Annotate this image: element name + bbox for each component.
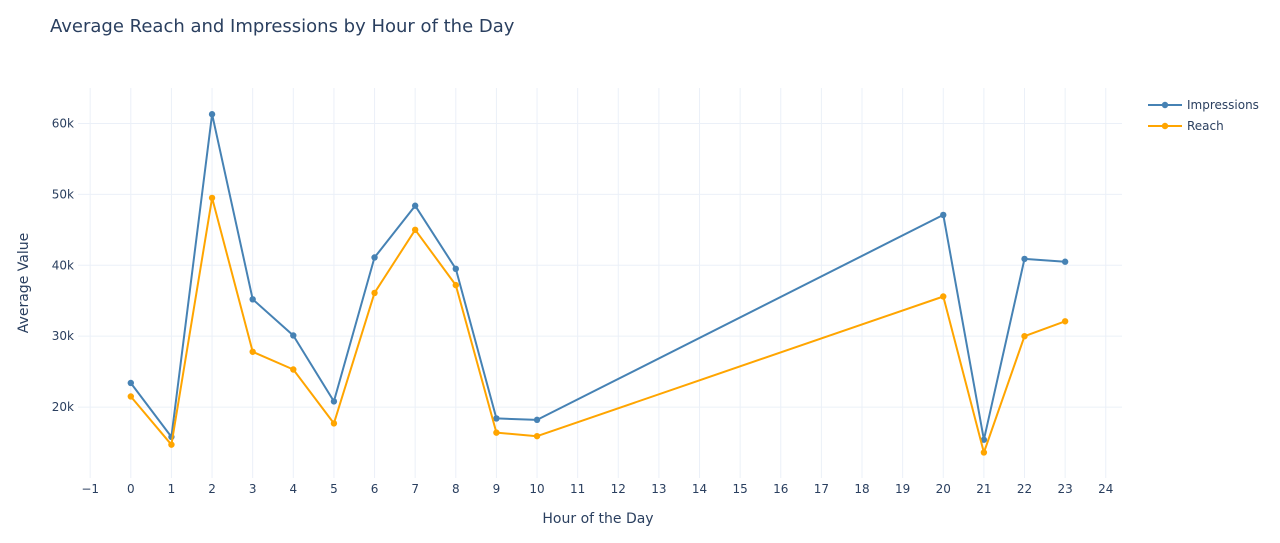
chart-title: Average Reach and Impressions by Hour of…	[50, 16, 515, 37]
data-point[interactable]	[452, 265, 459, 273]
grid-layer	[78, 88, 1122, 478]
x-tick-label: 13	[651, 482, 666, 496]
x-tick-label: 4	[289, 482, 297, 496]
data-point[interactable]	[940, 293, 947, 300]
data-point[interactable]	[249, 348, 256, 355]
x-tick-label: 3	[249, 482, 257, 496]
data-point[interactable]	[290, 332, 297, 339]
y-tick-label: 30k	[52, 329, 74, 343]
x-tick-label: 14	[692, 482, 707, 496]
data-point[interactable]	[249, 296, 256, 303]
series-reach	[127, 194, 1069, 456]
series-line	[130, 196, 1066, 454]
x-tick-label: 24	[1098, 482, 1113, 496]
x-tick-label: 17	[814, 482, 829, 496]
x-tick-label: 5	[330, 482, 338, 496]
x-tick-label: 11	[570, 482, 585, 496]
data-point[interactable]	[1061, 318, 1069, 325]
data-point[interactable]	[1021, 332, 1028, 340]
legend-marker-icon	[1161, 101, 1169, 109]
legend-label: Impressions	[1187, 98, 1259, 112]
x-tick-label: 2	[208, 482, 216, 496]
axis-layer: −1 0 1 2 3 4 5 6 7 8 9 10 11 12 13 14 15 16 17 18 19 20 21 22 23…	[52, 116, 1114, 496]
x-tick-label: 18	[854, 482, 869, 496]
x-tick-label: 10	[529, 482, 544, 496]
x-tick-label: 21	[976, 482, 991, 496]
series-line	[130, 113, 1066, 441]
series-layer	[127, 111, 1069, 456]
legend-marker-icon	[1161, 122, 1169, 130]
x-axis-title: Hour of the Day	[542, 511, 653, 527]
data-point[interactable]	[208, 194, 216, 202]
data-point[interactable]	[411, 202, 419, 209]
data-point[interactable]	[411, 226, 419, 234]
legend-item-impressions[interactable]: Impressions	[1148, 98, 1259, 112]
data-point[interactable]	[330, 420, 338, 427]
x-tick-label: 20	[936, 482, 951, 496]
x-tick-label: 9	[493, 482, 501, 496]
data-point[interactable]	[127, 379, 135, 387]
x-tick-label: 15	[733, 482, 748, 496]
x-tick-label: 16	[773, 482, 788, 496]
data-point[interactable]	[1021, 255, 1028, 263]
data-point[interactable]	[290, 366, 297, 373]
data-point[interactable]	[980, 449, 988, 456]
x-tick-label: 23	[1057, 482, 1072, 496]
data-point[interactable]	[533, 416, 541, 424]
data-point[interactable]	[127, 393, 135, 400]
data-point[interactable]	[330, 398, 338, 405]
x-tick-label: 12	[611, 482, 626, 496]
data-point[interactable]	[452, 281, 459, 289]
legend: Impressions Reach	[1148, 98, 1259, 133]
x-tick-label: 7	[411, 482, 419, 496]
x-tick-label: 19	[895, 482, 910, 496]
data-point[interactable]	[493, 429, 500, 436]
legend-label: Reach	[1187, 119, 1224, 133]
data-point[interactable]	[371, 254, 378, 261]
data-point[interactable]	[371, 289, 378, 297]
y-tick-label: 40k	[52, 258, 74, 272]
data-point[interactable]	[1061, 258, 1069, 265]
x-tick-label: 22	[1017, 482, 1032, 496]
y-tick-label: 20k	[52, 400, 74, 414]
data-point[interactable]	[208, 111, 216, 118]
y-axis-title: Average Value	[16, 233, 32, 333]
x-tick-label: 6	[371, 482, 379, 496]
data-point[interactable]	[168, 441, 175, 448]
legend-item-reach[interactable]: Reach	[1148, 119, 1224, 133]
series-impressions	[127, 111, 1069, 443]
data-point[interactable]	[533, 432, 541, 440]
x-tick-label: 8	[452, 482, 460, 496]
data-point[interactable]	[940, 211, 947, 219]
x-tick-label: 1	[168, 482, 176, 496]
data-point[interactable]	[493, 415, 500, 422]
y-tick-label: 50k	[52, 187, 74, 201]
data-point[interactable]	[980, 436, 988, 443]
x-tick-label: −1	[81, 482, 99, 496]
x-tick-label: 0	[127, 482, 135, 496]
y-tick-label: 60k	[52, 116, 74, 130]
